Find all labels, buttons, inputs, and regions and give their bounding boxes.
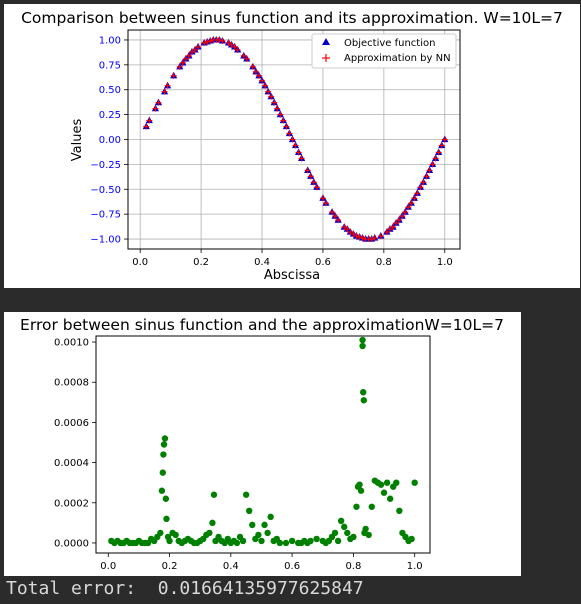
error-point [157, 530, 163, 536]
error-y-tick-label: 0.0002 [54, 498, 89, 509]
total-error-value: 0.01664135977625847 [158, 578, 364, 599]
error-point [369, 504, 375, 510]
total-error-output: Total error: 0.01664135977625847 [6, 578, 364, 599]
error-point [356, 481, 362, 487]
error-point [361, 397, 367, 403]
error-point [411, 479, 417, 485]
comparison-x-tick-label: 0.4 [254, 257, 270, 268]
error-point [160, 469, 166, 475]
error-chart: Error between sinus function and the app… [4, 312, 521, 576]
error-point [358, 488, 364, 494]
error-point [362, 526, 368, 532]
comparison-y-tick-label: 0.25 [99, 110, 121, 121]
error-point [332, 530, 338, 536]
error-x-tick-label: 0.4 [223, 561, 239, 572]
error-chart-title: Error between sinus function and the app… [20, 316, 504, 334]
error-series-marks [108, 337, 418, 546]
error-point [261, 522, 267, 528]
error-point [160, 451, 166, 457]
error-y-tick-label: 0.0010 [54, 338, 89, 349]
error-x-tick-label: 0.0 [100, 561, 116, 572]
comparison-y-tick-label: 0.50 [99, 85, 121, 96]
error-point [366, 532, 372, 538]
error-point [396, 508, 402, 514]
error-point [166, 538, 172, 544]
error-chart-panel: Error between sinus function and the app… [4, 312, 521, 576]
error-point [350, 534, 356, 540]
comparison-y-tick-label: −1.00 [90, 235, 121, 246]
error-plot-frame [96, 336, 430, 553]
error-x-tick-label: 0.2 [162, 561, 178, 572]
error-y-tick-label: 0.0004 [54, 458, 89, 469]
error-point [289, 538, 295, 544]
comparison-x-axis-label: Abscissa [264, 268, 320, 283]
error-point [258, 538, 264, 544]
error-point [206, 530, 212, 536]
error-point [163, 516, 169, 522]
comparison-x-tick-label: 0.6 [315, 257, 331, 268]
error-point [240, 538, 246, 544]
error-point [162, 435, 168, 441]
error-point [159, 488, 165, 494]
comparison-x-ticks: 0.0 0.2 0.4 0.6 0.8 1.0 [132, 249, 452, 268]
error-point [307, 538, 313, 544]
comparison-y-tick-label: 0.00 [99, 135, 121, 146]
comparison-legend: Objective function Approximation by NN [312, 34, 456, 68]
comparison-y-tick-label: −0.25 [90, 160, 121, 171]
error-point [387, 496, 393, 502]
comparison-x-tick-label: 0.0 [132, 257, 148, 268]
comparison-y-tick-label: 1.00 [99, 35, 121, 46]
error-point [264, 530, 270, 536]
comparison-x-tick-label: 1.0 [437, 257, 453, 268]
error-point [341, 524, 347, 530]
comparison-y-tick-label: 0.75 [99, 60, 121, 71]
error-point [338, 518, 344, 524]
error-point [243, 492, 249, 498]
error-x-ticks: 0.0 0.2 0.4 0.6 0.8 1.0 [100, 553, 422, 572]
error-point [211, 492, 217, 498]
error-point [360, 389, 366, 395]
error-point [172, 532, 178, 538]
error-point [381, 490, 387, 496]
comparison-chart: Comparison between sinus function and it… [4, 4, 580, 288]
error-point [313, 536, 319, 542]
error-y-ticks: 0.0010 0.0008 0.0006 0.0004 0.0002 0.0000 [54, 338, 96, 550]
comparison-x-tick-label: 0.2 [193, 257, 209, 268]
error-point [359, 343, 365, 349]
error-x-tick-label: 0.8 [345, 561, 361, 572]
comparison-chart-title: Comparison between sinus function and it… [21, 9, 563, 27]
error-point [255, 532, 261, 538]
comparison-y-axis-label: Values [70, 119, 85, 162]
error-y-tick-label: 0.0000 [54, 538, 89, 549]
error-x-tick-label: 0.6 [284, 561, 300, 572]
error-point [249, 522, 255, 528]
comparison-x-tick-label: 0.8 [376, 257, 392, 268]
error-point [234, 540, 240, 546]
error-point [246, 508, 252, 514]
error-point [209, 520, 215, 526]
error-point [359, 337, 365, 343]
comparison-y-ticks: 1.00 0.75 0.50 0.25 0.00 −0.25 −0.50 −0.75 −1.00 [90, 35, 128, 245]
error-point [163, 496, 169, 502]
error-point [283, 540, 289, 546]
comparison-y-tick-label: −0.50 [90, 185, 121, 196]
error-point [378, 481, 384, 487]
error-point [277, 540, 283, 546]
error-y-tick-label: 0.0008 [54, 378, 89, 389]
total-error-label: Total error: [6, 578, 136, 599]
error-point [384, 479, 390, 485]
comparison-chart-panel: Comparison between sinus function and it… [4, 4, 580, 288]
legend-objective-label: Objective function [344, 38, 435, 49]
error-point [393, 479, 399, 485]
error-y-tick-label: 0.0006 [54, 418, 89, 429]
error-x-tick-label: 1.0 [407, 561, 423, 572]
error-point [344, 530, 350, 536]
comparison-y-tick-label: −0.75 [90, 210, 121, 221]
error-point [267, 514, 273, 520]
error-point [408, 536, 414, 542]
error-point [353, 504, 359, 510]
error-point [335, 538, 341, 544]
legend-approximation-label: Approximation by NN [344, 53, 451, 64]
error-point [161, 441, 167, 447]
